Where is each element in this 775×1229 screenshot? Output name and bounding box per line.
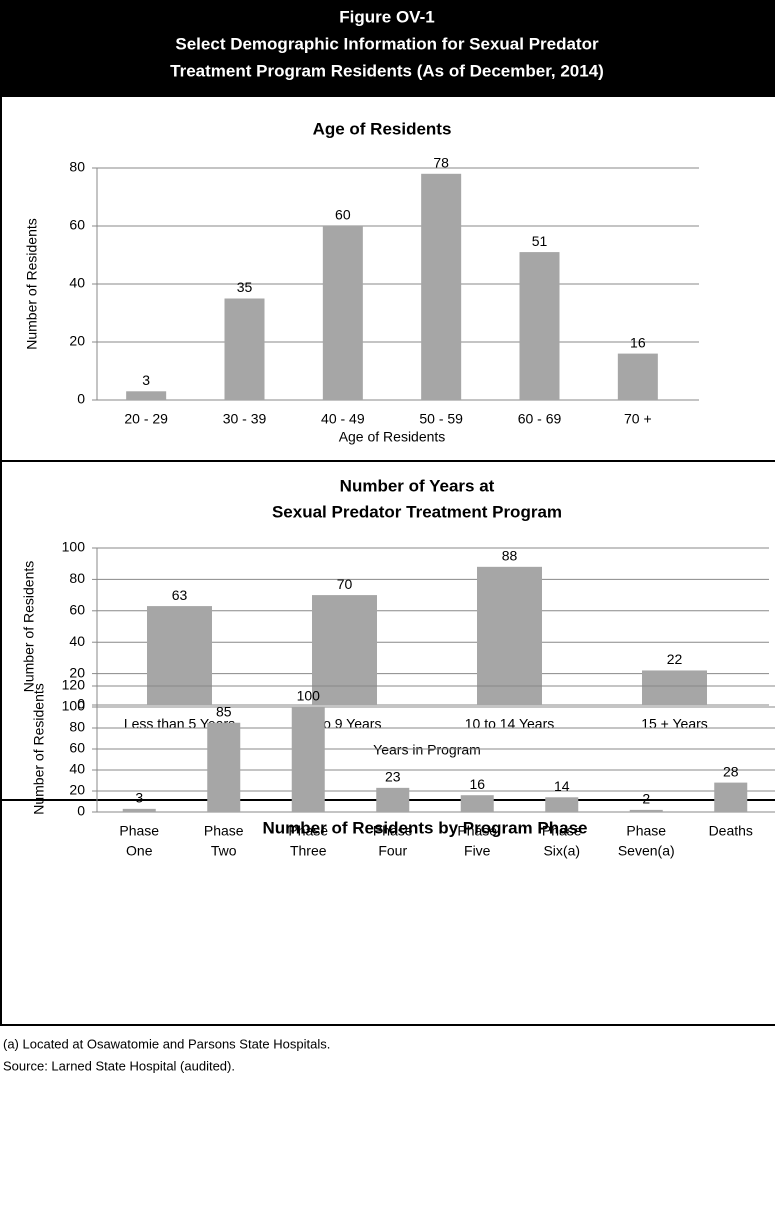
value-label: 100 [297, 688, 321, 704]
bar [322, 226, 363, 400]
value-label: 51 [532, 233, 548, 249]
value-label: 88 [502, 548, 518, 564]
value-label: 3 [135, 790, 143, 806]
value-label: 35 [237, 279, 253, 295]
y-axis-label: Number of Residents [24, 218, 40, 350]
bar [519, 252, 560, 400]
x-tick-label: 30 - 39 [223, 411, 267, 427]
x-tick-label: Three [290, 843, 327, 859]
value-label: 78 [433, 155, 449, 171]
value-label: 28 [723, 763, 739, 779]
y-tick-label: 60 [69, 740, 85, 756]
figure-title: Select Demographic Information for Sexua… [175, 34, 599, 53]
x-tick-label: Seven(a) [618, 843, 675, 859]
x-tick-label: Six(a) [543, 843, 580, 859]
y-tick-label: 20 [69, 333, 85, 349]
x-tick-label: Phase [119, 823, 159, 839]
bar [642, 670, 707, 705]
x-axis-label: Years in Program [373, 742, 481, 758]
value-label: 16 [469, 776, 485, 792]
bar [617, 353, 658, 400]
bar [312, 595, 377, 705]
bar [376, 787, 410, 812]
y-tick-label: 40 [69, 761, 85, 777]
x-tick-label: 60 - 69 [518, 411, 562, 427]
y-axis-label: Number of Residents [21, 561, 37, 693]
value-label: 60 [335, 207, 351, 223]
figure-title: Figure OV-1 [339, 7, 434, 26]
x-tick-label: Phase [288, 823, 328, 839]
y-tick-label: 0 [77, 391, 85, 407]
bar [126, 391, 167, 400]
y-tick-label: 80 [69, 159, 85, 175]
source-note: Source: Larned State Hospital (audited). [3, 1058, 235, 1073]
x-tick-label: Phase [204, 823, 244, 839]
bar [421, 173, 462, 400]
bar [545, 797, 579, 812]
value-label: 85 [216, 703, 232, 719]
x-tick-label: Phase [542, 823, 582, 839]
value-label: 22 [667, 651, 683, 667]
chart-title: Age of Residents [313, 119, 452, 138]
footnote: (a) Located at Osawatomie and Parsons St… [3, 1036, 330, 1051]
bar [147, 606, 212, 705]
y-tick-label: 20 [69, 782, 85, 798]
bar [291, 707, 325, 812]
x-tick-label: Phase [457, 823, 497, 839]
x-tick-label: Phase [626, 823, 666, 839]
y-tick-label: 0 [77, 696, 85, 712]
y-tick-label: 80 [69, 570, 85, 586]
bar [477, 566, 542, 705]
value-label: 70 [337, 576, 353, 592]
y-tick-label: 40 [69, 275, 85, 291]
x-tick-label: Five [464, 843, 491, 859]
x-axis-label: Age of Residents [339, 429, 446, 445]
chart-title: Number of Years at [340, 476, 495, 495]
y-tick-label: 20 [69, 664, 85, 680]
chart-title: Sexual Predator Treatment Program [272, 502, 562, 521]
y-tick-label: 120 [62, 677, 86, 693]
y-tick-label: 100 [62, 539, 86, 555]
x-tick-label: Phase [373, 823, 413, 839]
x-tick-label: Deaths [709, 823, 753, 839]
y-tick-label: 100 [62, 698, 86, 714]
bar [714, 782, 748, 812]
x-tick-label: One [126, 843, 153, 859]
x-tick-label: 10 to 14 Years [465, 716, 555, 732]
y-axis-label: Number of Residents [31, 683, 47, 815]
value-label: 16 [630, 334, 646, 350]
y-tick-label: 60 [69, 602, 85, 618]
value-label: 2 [642, 791, 650, 807]
figure-title: Treatment Program Residents (As of Decem… [170, 61, 604, 80]
x-tick-label: 20 - 29 [124, 411, 168, 427]
x-tick-label: Two [211, 843, 237, 859]
y-tick-label: 60 [69, 217, 85, 233]
bar [122, 808, 156, 812]
y-tick-label: 0 [77, 803, 85, 819]
value-label: 23 [385, 769, 401, 785]
value-label: 3 [142, 372, 150, 388]
header-band [0, 0, 775, 97]
x-tick-label: 70 + [624, 411, 652, 427]
value-label: 14 [554, 778, 570, 794]
x-tick-label: 15 + Years [641, 716, 708, 732]
x-tick-label: Four [378, 843, 407, 859]
bar [207, 722, 241, 812]
x-tick-label: 40 - 49 [321, 411, 365, 427]
bar [629, 809, 663, 812]
bar [460, 795, 494, 812]
value-label: 63 [172, 587, 188, 603]
bar [224, 298, 265, 400]
y-tick-label: 80 [69, 719, 85, 735]
x-tick-label: 50 - 59 [419, 411, 463, 427]
chart-title: Number of Residents by Program Phase [263, 818, 588, 837]
y-tick-label: 40 [69, 633, 85, 649]
